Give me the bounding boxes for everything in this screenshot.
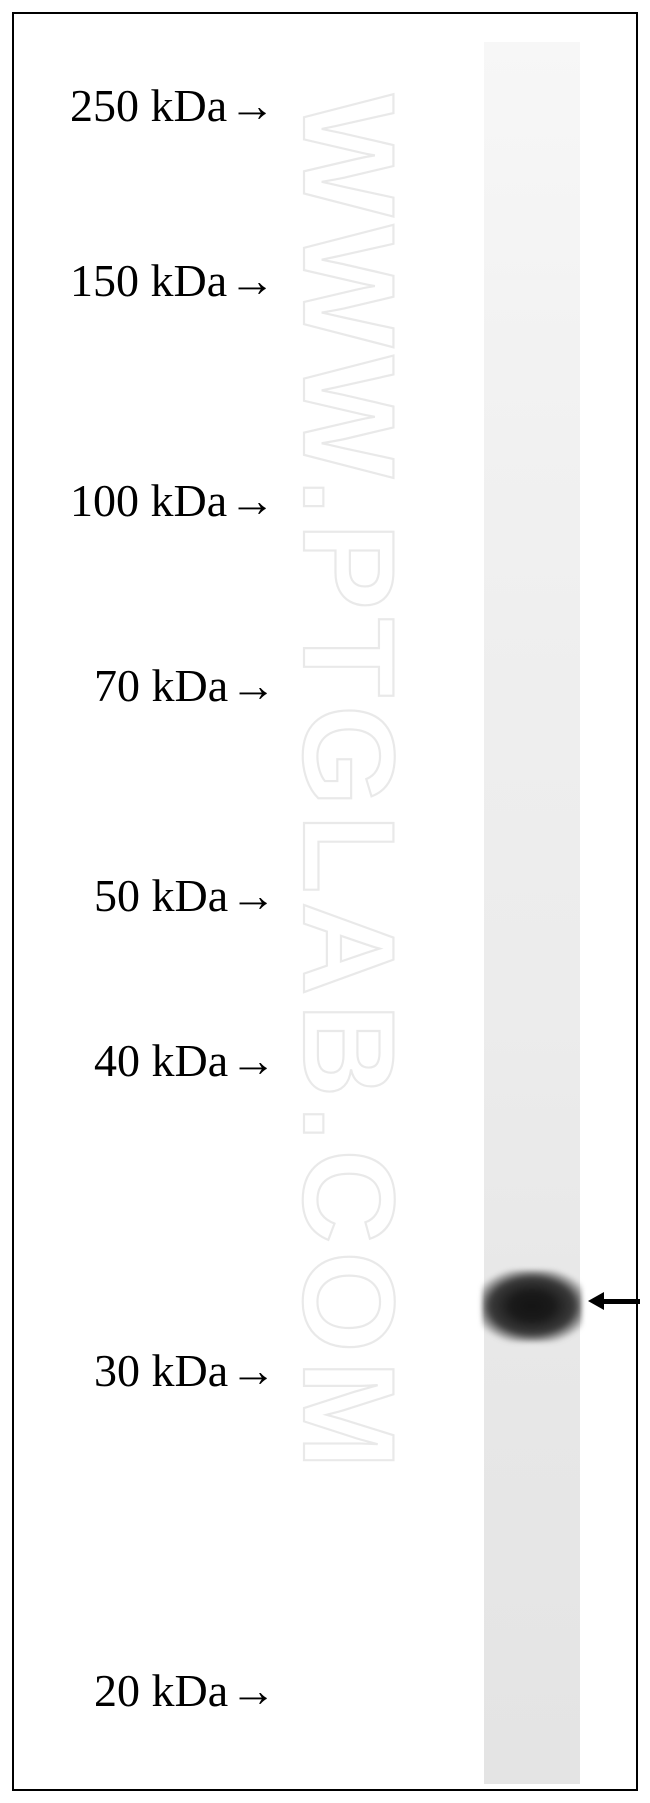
arrow-right-icon: → [230,1344,276,1397]
band-indicator-arrow [588,1292,640,1310]
marker-label-text: 40 kDa [94,1034,228,1087]
marker-20kda: 20 kDa→ [94,1664,276,1717]
arrow-right-icon: → [229,254,275,307]
marker-70kda: 70 kDa→ [94,659,276,712]
marker-label-text: 150 kDa [70,254,227,307]
marker-label-text: 30 kDa [94,1344,228,1397]
watermark-text: WWW.PTGLAB.COM [276,94,422,1477]
arrow-right-icon: → [230,1664,276,1717]
marker-50kda: 50 kDa→ [94,869,276,922]
marker-100kda: 100 kDa→ [70,474,275,527]
arrow-right-icon: → [230,1034,276,1087]
lane-background [484,42,580,1784]
arrow-right-icon: → [230,659,276,712]
marker-30kda: 30 kDa→ [94,1344,276,1397]
marker-label-text: 50 kDa [94,869,228,922]
marker-40kda: 40 kDa→ [94,1034,276,1087]
arrow-left-icon [588,1292,604,1310]
arrow-right-icon: → [229,79,275,132]
marker-label-text: 70 kDa [94,659,228,712]
arrow-right-icon: → [229,474,275,527]
figure-frame: WWW.PTGLAB.COM 250 kDa→ 150 kDa→ 100 kDa… [12,12,638,1791]
protein-band [482,1270,582,1342]
marker-label-text: 20 kDa [94,1664,228,1717]
marker-label-text: 250 kDa [70,79,227,132]
blot-lane [484,42,580,1784]
marker-250kda: 250 kDa→ [70,79,275,132]
arrow-shaft [604,1299,640,1304]
marker-label-text: 100 kDa [70,474,227,527]
arrow-right-icon: → [230,869,276,922]
marker-150kda: 150 kDa→ [70,254,275,307]
